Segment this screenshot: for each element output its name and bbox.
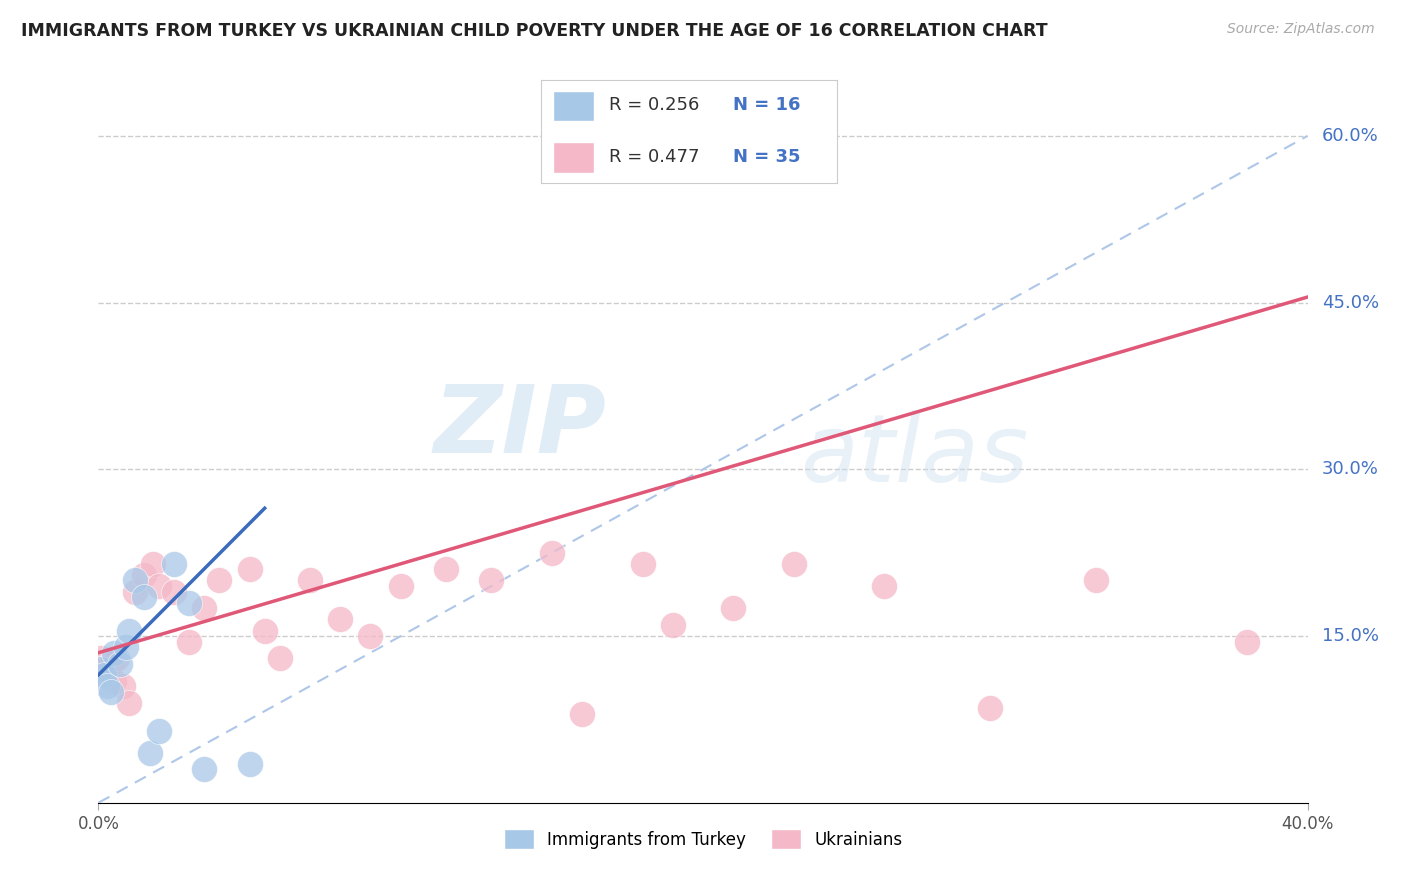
Point [118,624,141,638]
Point [434,562,457,576]
Point [193,601,215,615]
Text: IMMIGRANTS FROM TURKEY VS UKRAINIAN CHILD POVERTY UNDER THE AGE OF 16 CORRELATIO: IMMIGRANTS FROM TURKEY VS UKRAINIAN CHIL… [21,22,1047,40]
Point [111,679,134,693]
Text: 45.0%: 45.0% [1322,293,1379,311]
Point [118,696,141,710]
Bar [553,142,595,173]
Point [163,557,186,571]
Text: N = 16: N = 16 [734,96,801,114]
Point [1085,574,1108,588]
Text: R = 0.256: R = 0.256 [609,96,700,114]
Point [100,684,122,698]
Text: 30.0%: 30.0% [1322,460,1379,478]
Point [571,706,593,721]
Point [1236,634,1258,648]
Point [661,618,683,632]
Point [239,756,262,771]
Point [329,612,352,626]
Point [783,557,806,571]
Point [873,579,896,593]
Text: 60.0%: 60.0% [1322,127,1379,145]
Point [148,723,170,738]
Point [163,584,186,599]
Point [114,640,136,655]
Point [148,579,170,593]
Point [139,746,162,760]
Point [132,590,155,604]
Point [105,651,128,665]
Point [103,646,125,660]
Point [96,679,118,693]
Point [239,562,262,576]
Point [631,557,654,571]
Point [93,668,115,682]
Text: ZIP: ZIP [433,381,606,473]
Point [93,662,115,676]
Point [90,651,112,665]
Point [979,701,1001,715]
Point [100,657,122,671]
Point [723,601,745,615]
Point [179,634,201,648]
Point [124,574,146,588]
Bar [553,91,595,121]
Point [253,624,276,638]
Legend: Immigrants from Turkey, Ukrainians: Immigrants from Turkey, Ukrainians [496,822,910,856]
Point [132,568,155,582]
Point [360,629,382,643]
Point [108,657,131,671]
Point [179,596,201,610]
Text: Source: ZipAtlas.com: Source: ZipAtlas.com [1227,22,1375,37]
Text: N = 35: N = 35 [734,148,801,166]
Text: atlas: atlas [800,410,1028,501]
Text: R = 0.477: R = 0.477 [609,148,700,166]
Point [208,574,231,588]
Point [269,651,291,665]
Point [389,579,412,593]
Point [481,574,503,588]
Point [142,557,165,571]
Point [193,763,215,777]
Point [96,668,118,682]
Point [299,574,322,588]
Point [124,584,146,599]
Point [540,546,562,560]
Point [90,662,112,676]
Point [103,673,125,688]
Text: 15.0%: 15.0% [1322,627,1379,645]
